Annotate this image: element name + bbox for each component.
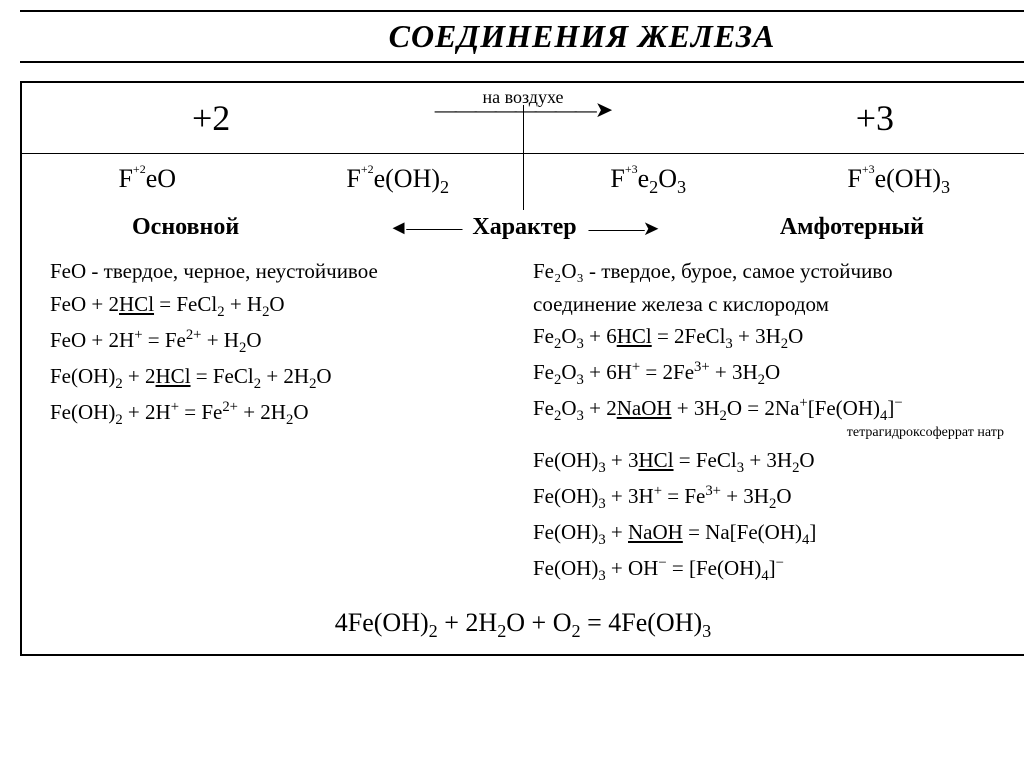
formula-feoh3: F+3e(OH)3 (774, 164, 1024, 198)
fe2o3-desc-1: Fe₂O₃ - твердое, бурое, самое устойчиво (533, 255, 1006, 288)
final-equation: 4Fe(OH)2 + 2H2O + O2 = 4Fe(OH)3 (22, 594, 1024, 654)
arrow-right-icon: ———➤ (583, 216, 664, 241)
page-title: СОЕДИНЕНИЯ ЖЕЛЕЗА (140, 18, 1024, 55)
state-plus-3: +3 (856, 97, 894, 139)
eq-feoh2-hcl: Fe(OH)2 + 2HCl = FeCl2 + 2H2O (50, 360, 523, 396)
eq-feoh3-naoh: Fe(OH)3 + NaOH = Na[Fe(OH)4] (533, 516, 1006, 552)
left-column: FeO - твердое, черное, неустойчивое FeO … (50, 255, 523, 588)
vertical-divider (523, 105, 524, 153)
vertical-divider-2 (523, 154, 524, 210)
eq-feo-h-ion: FeO + 2H+ = Fe2+ + H2O (50, 324, 523, 360)
title-box: СОЕДИНЕНИЯ ЖЕЛЕЗА (20, 10, 1024, 63)
char-amphoteric: Амфотерный (780, 214, 924, 241)
formula-fe2o3: F+3e2O3 (523, 164, 774, 198)
eq-feoh3-h-ion: Fe(OH)3 + 3H+ = Fe3+ + 3H2O (533, 480, 1006, 516)
eq-fe2o3-hcl: Fe2O3 + 6HCl = 2FeCl3 + 3H2O (533, 320, 1006, 356)
character-row: Основной ◄——— Характер ———➤ Амфотерный (22, 208, 1024, 255)
feo-desc: FeO - твердое, черное, неустойчивое (50, 255, 523, 288)
main-content-box: +2 на воздухе ————————➤ +3 F+2eO F+2e(OH… (20, 81, 1024, 656)
state-plus-2: +2 (192, 97, 230, 139)
formula-feo: F+2eO (22, 164, 273, 198)
arrow-left-icon: ◄——— (383, 217, 467, 240)
eq-feoh2-h-ion: Fe(OH)2 + 2H+ = Fe2+ + 2H2O (50, 396, 523, 432)
eq-fe2o3-h-ion: Fe2O3 + 6H+ = 2Fe3+ + 3H2O (533, 356, 1006, 392)
char-basic: Основной (132, 214, 239, 241)
eq-feoh3-oh-ion: Fe(OH)3 + OH− = [Fe(OH)4]− (533, 552, 1006, 588)
fe2o3-desc-2: соединение железа с кислородом (533, 288, 1006, 321)
formula-feoh2: F+2e(OH)2 (273, 164, 524, 198)
eq-feo-hcl: FeO + 2HCl = FeCl2 + H2O (50, 288, 523, 324)
char-center: Характер (472, 214, 576, 240)
oxidation-state-header: +2 на воздухе ————————➤ +3 (22, 83, 1024, 154)
eq-feoh3-hcl: Fe(OH)3 + 3HCl = FeCl3 + 3H2O (533, 444, 1006, 480)
right-column: Fe₂O₃ - твердое, бурое, самое устойчиво … (523, 255, 1006, 588)
